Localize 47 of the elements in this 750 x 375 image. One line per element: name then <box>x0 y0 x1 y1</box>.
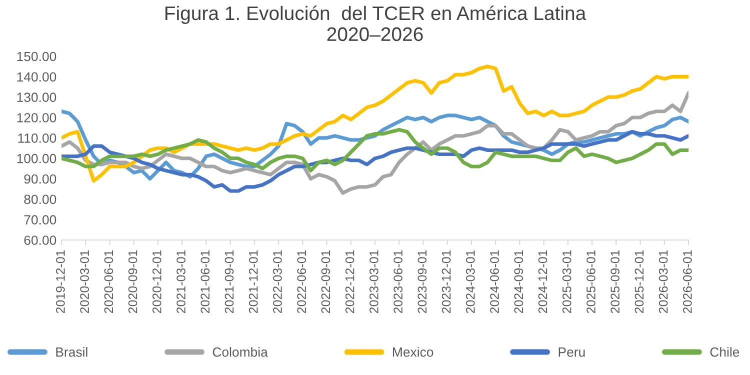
x-tick-label: 2021-06-01 <box>200 250 210 314</box>
x-tick-label: 2023-09-01 <box>418 250 427 314</box>
y-tick-label: 100.00 <box>17 154 56 164</box>
x-tick-label: 2022-09-01 <box>321 250 330 314</box>
y-tick-label: 150.00 <box>17 52 56 62</box>
x-tick-label: 2023-03-01 <box>370 250 378 314</box>
x-tick-label: 2025-06-01 <box>586 250 596 314</box>
y-tick-label: 110.00 <box>18 133 56 143</box>
y-tick-label: 130.00 <box>17 92 56 102</box>
y-tick-label: 80.00 <box>24 194 56 204</box>
x-tick-label: 2022-03-01 <box>273 250 282 314</box>
x-tick-label: 2026-06-01 <box>683 250 692 314</box>
x-tick-label: 2020-03-01 <box>80 250 89 314</box>
x-tick-label: 2024-06-01 <box>490 250 499 314</box>
x-tick-label: 2020-06-01 <box>104 250 114 314</box>
y-tick-label: 140.00 <box>17 72 56 82</box>
y-tick-label: 60.00 <box>24 236 56 245</box>
line-series <box>62 128 688 172</box>
legend-label: Chile <box>710 347 740 357</box>
legend-label: Peru <box>558 348 585 357</box>
legend-label: Colombia <box>212 347 268 357</box>
x-tick-label: 2023-12-01 <box>442 250 451 314</box>
x-tick-label: 2025-12-01 <box>634 250 644 314</box>
line-series <box>62 130 688 193</box>
x-tick-label: 2025-03-01 <box>562 250 572 314</box>
x-tick-label: 2022-12-01 <box>345 250 354 314</box>
x-tick-label: 2026-03-01 <box>658 250 668 314</box>
x-tick-label: 2019-12-01 <box>56 250 65 314</box>
legend-label: Brasil <box>56 347 88 357</box>
x-tick-label: 2021-09-01 <box>224 250 234 314</box>
x-tick-label: 2024-03-01 <box>466 250 475 314</box>
x-tick-label: 2021-03-01 <box>176 250 186 314</box>
legend-label: Mexico <box>393 347 434 357</box>
x-tick-label: 2023-06-01 <box>394 250 402 314</box>
y-tick-label: 90.00 <box>24 174 56 184</box>
x-tick-label: 2024-12-01 <box>538 250 548 314</box>
chart-title: Figura 1. Evolución del TCER en América Latina 2020–2026 <box>165 6 586 42</box>
x-tick-label: 2020-09-01 <box>128 250 138 314</box>
y-tick-label: 70.00 <box>24 215 56 224</box>
x-tick-label: 2025-09-01 <box>610 250 620 314</box>
x-tick-label: 2021-12-01 <box>248 250 258 314</box>
y-tick-label: 120.00 <box>17 113 56 122</box>
line-series <box>62 64 688 183</box>
x-tick-label: 2022-06-01 <box>297 250 306 314</box>
x-tick-label: 2020-12-01 <box>152 250 162 314</box>
x-tick-label: 2024-09-01 <box>514 250 524 314</box>
line-series <box>62 91 688 195</box>
